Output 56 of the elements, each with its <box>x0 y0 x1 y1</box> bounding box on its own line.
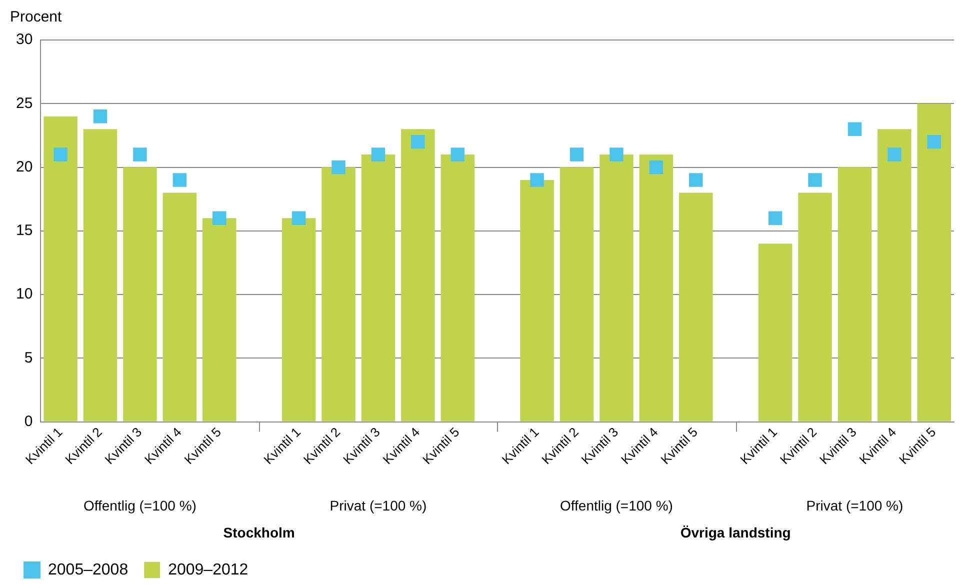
bar <box>520 180 554 422</box>
point <box>292 211 306 226</box>
bar <box>679 192 713 422</box>
bar <box>162 192 197 422</box>
point <box>332 160 346 174</box>
point <box>530 173 544 187</box>
point <box>570 148 584 162</box>
point <box>848 122 862 136</box>
text: Privat (=100 %) <box>806 498 904 514</box>
bar <box>361 154 396 422</box>
y-tick-label: 10 <box>16 286 33 303</box>
point <box>649 160 664 174</box>
point <box>450 148 464 162</box>
text: Offentlig (=100 %) <box>83 498 196 514</box>
point <box>927 134 942 149</box>
bar <box>202 218 236 422</box>
point <box>212 211 226 226</box>
point <box>133 148 147 162</box>
bar <box>798 192 832 422</box>
bar <box>322 167 356 422</box>
y-tick-label: 0 <box>24 412 33 430</box>
point <box>172 173 187 187</box>
bar <box>282 218 316 422</box>
bar <box>560 167 594 422</box>
point <box>371 148 386 162</box>
bar <box>123 167 157 422</box>
point <box>689 173 703 187</box>
y-tick-label: 25 <box>16 94 33 112</box>
point <box>888 148 902 162</box>
text: Övriga landsting <box>680 524 791 541</box>
y-tick-label: 30 <box>16 31 33 48</box>
text: Offentlig (=100 %) <box>560 498 673 514</box>
point <box>54 148 68 162</box>
bar <box>838 167 872 422</box>
point <box>768 211 782 226</box>
bar <box>917 104 952 422</box>
legend-label: 2009–2012 <box>168 561 248 578</box>
y-tick-label: 20 <box>16 158 33 176</box>
bar <box>44 116 78 422</box>
point <box>411 134 425 149</box>
legend-label: 2005–2008 <box>48 561 128 578</box>
bar <box>440 154 475 422</box>
bar <box>600 154 634 422</box>
text: Privat (=100 %) <box>330 498 427 514</box>
y-tick-label: 5 <box>24 349 33 366</box>
y-axis-title: Procent <box>10 8 63 26</box>
point <box>93 109 108 124</box>
bar <box>401 129 435 422</box>
point <box>610 148 624 162</box>
bar <box>639 154 674 422</box>
text: Stockholm <box>223 524 295 541</box>
bar <box>878 129 912 422</box>
y-tick-label: 15 <box>16 222 33 240</box>
bar <box>83 129 118 422</box>
bar <box>758 244 792 422</box>
point <box>808 173 822 187</box>
